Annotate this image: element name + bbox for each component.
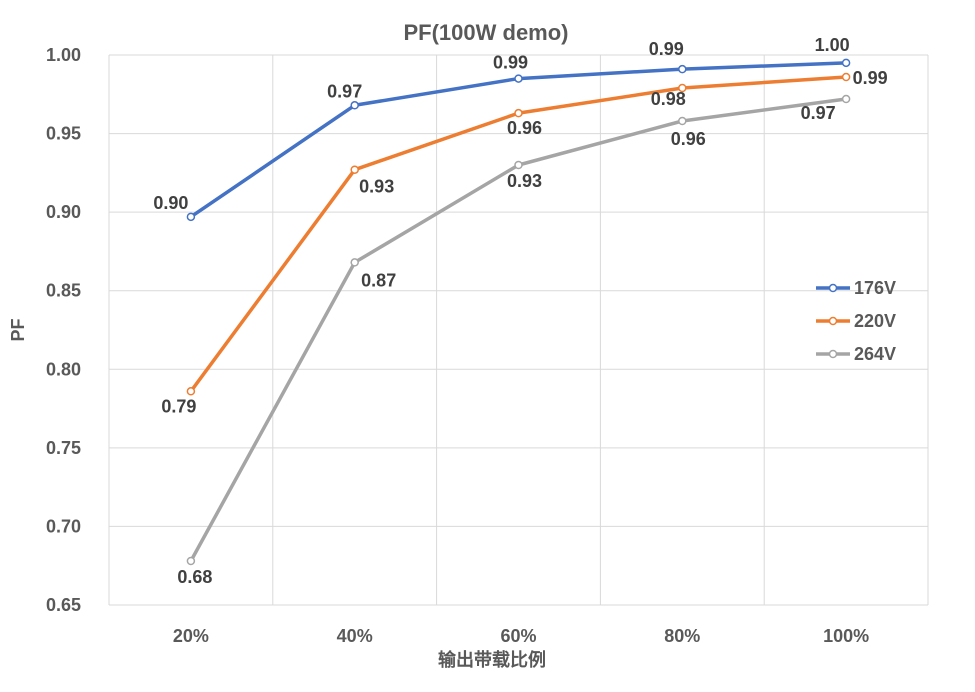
legend-swatch-marker — [828, 349, 838, 359]
data-labels: 0.900.970.990.99 1.000.790.930.960.980.99… — [153, 35, 887, 587]
data-point — [841, 94, 851, 104]
data-label: 0.96 — [507, 118, 542, 138]
x-axis-ticks: 20% 40% 60% 80% 100% — [173, 626, 869, 646]
data-point — [841, 58, 851, 68]
data-label: 0.96 — [671, 129, 706, 149]
data-point — [678, 116, 687, 126]
data-label: 0.79 — [161, 396, 196, 416]
data-label: 0.90 — [153, 193, 188, 213]
y-tick-label: 0.95 — [46, 124, 81, 144]
data-label: 0.98 — [651, 89, 686, 109]
legend-label: 220V — [854, 311, 896, 331]
data-point — [186, 212, 196, 222]
data-point — [514, 160, 523, 170]
x-axis-label: 输出带载比例 — [438, 649, 546, 670]
data-label: 1.00 — [815, 35, 850, 55]
x-tick-label: 20% — [173, 626, 209, 646]
data-point — [350, 165, 359, 174]
x-tick-label: 100% — [823, 626, 869, 646]
data-point — [678, 64, 687, 74]
legend-item: 220V — [816, 311, 896, 331]
y-tick-label: 0.85 — [46, 281, 81, 301]
chart-title: PF(100W demo) — [403, 20, 568, 45]
series-lines — [186, 58, 851, 566]
y-tick-label: 0.65 — [46, 595, 81, 615]
data-point — [350, 258, 359, 267]
legend-swatch-marker — [828, 283, 838, 293]
data-label: 0.99 — [649, 39, 684, 59]
y-tick-label: 0.80 — [46, 359, 81, 379]
data-label: 0.93 — [507, 171, 542, 191]
data-point — [841, 72, 851, 82]
data-point — [186, 556, 196, 566]
legend-item: 176V — [816, 278, 896, 298]
y-tick-label: 0.90 — [46, 202, 81, 222]
legend-item: 264V — [816, 344, 896, 364]
y-tick-label: 0.70 — [46, 516, 81, 536]
data-label: 0.93 — [359, 177, 394, 197]
data-point — [350, 101, 359, 110]
legend-label: 176V — [854, 278, 896, 298]
legend-swatch-marker — [828, 316, 838, 326]
data-point — [678, 83, 687, 93]
data-label: 0.97 — [327, 81, 362, 101]
series-line-176V — [189, 61, 848, 219]
data-label: 0.99 — [493, 53, 528, 73]
x-tick-label: 40% — [337, 626, 373, 646]
y-axis-label: PF — [8, 318, 28, 341]
data-label: 0.99 — [853, 68, 888, 88]
legend: 176V 220V 264V — [816, 278, 896, 364]
legend-label: 264V — [854, 344, 896, 364]
data-point — [186, 387, 196, 396]
gridlines — [108, 54, 929, 606]
y-axis-ticks: 0.65 0.70 0.75 0.80 0.85 0.90 0.95 1.00 — [46, 45, 81, 615]
x-tick-label: 80% — [664, 626, 700, 646]
data-label: 0.68 — [177, 567, 212, 587]
data-label: 0.87 — [361, 270, 396, 290]
data-point — [514, 108, 523, 118]
data-label: 0.97 — [801, 103, 836, 123]
data-point — [514, 74, 523, 83]
x-tick-label: 60% — [500, 626, 536, 646]
y-tick-label: 1.00 — [46, 45, 81, 65]
y-tick-label: 0.75 — [46, 438, 81, 458]
